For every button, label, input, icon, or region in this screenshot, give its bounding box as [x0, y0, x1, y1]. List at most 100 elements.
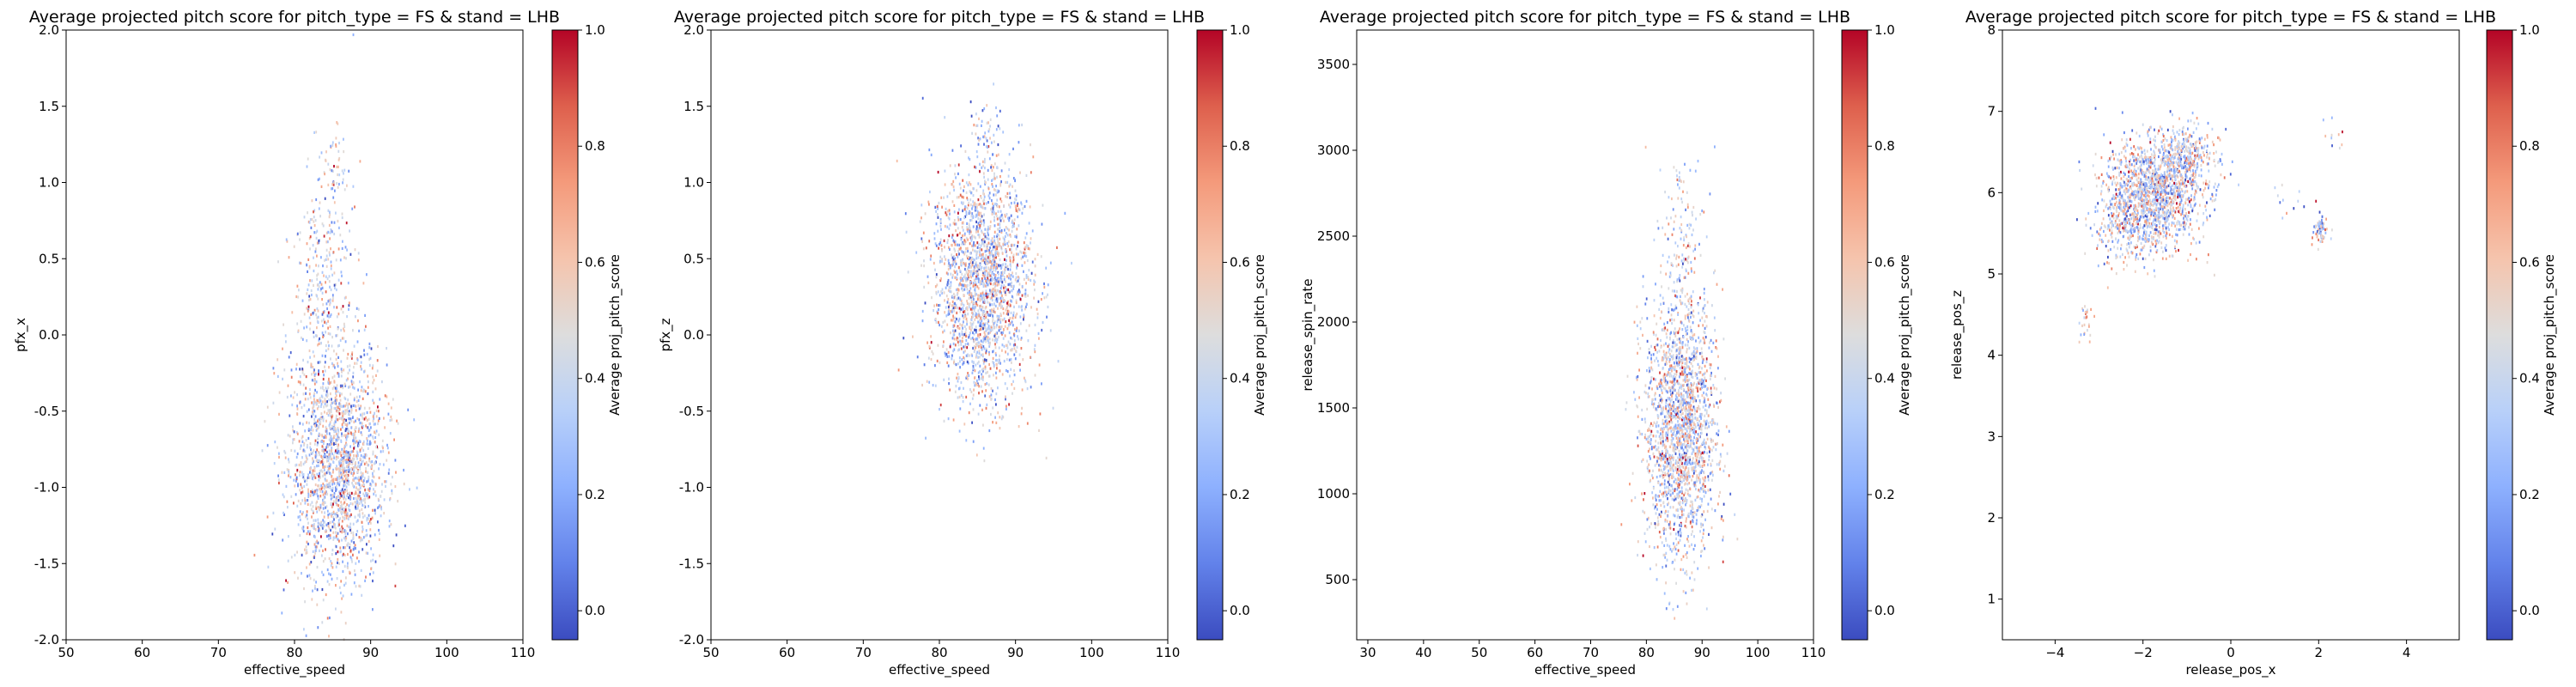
data-cell: [1005, 398, 1006, 401]
data-cell: [1703, 288, 1705, 291]
data-cell: [1010, 234, 1012, 238]
data-cell: [995, 263, 998, 266]
data-cell: [905, 230, 908, 234]
data-cell: [1004, 234, 1006, 239]
data-cell: [301, 499, 304, 502]
data-cell: [300, 382, 301, 386]
data-cell: [955, 288, 957, 292]
data-cell: [335, 584, 337, 587]
data-cell: [1660, 384, 1662, 387]
data-cell: [1004, 228, 1005, 232]
data-cell: [963, 252, 966, 256]
data-cell: [292, 396, 295, 399]
data-cell: [295, 455, 298, 459]
data-cell: [1005, 306, 1008, 309]
data-cell: [315, 264, 317, 267]
data-cell: [361, 530, 363, 533]
data-cell: [987, 370, 988, 374]
data-cell: [349, 445, 351, 448]
data-cell: [308, 422, 310, 425]
data-cell: [963, 303, 965, 307]
data-cell: [341, 370, 343, 374]
data-cell: [967, 377, 969, 380]
data-cell: [942, 331, 944, 334]
data-cell: [979, 299, 981, 302]
data-cell: [983, 459, 986, 463]
data-cell: [327, 459, 330, 462]
data-cell: [305, 634, 307, 637]
data-cell: [987, 237, 990, 240]
data-cell: [301, 406, 303, 410]
data-cell: [994, 264, 997, 267]
data-cell: [998, 346, 1000, 350]
data-cell: [969, 331, 971, 335]
data-cell: [357, 404, 360, 407]
data-cell: [336, 315, 338, 319]
data-cell: [299, 510, 301, 514]
data-cell: [982, 219, 985, 222]
data-cell: [287, 384, 289, 387]
data-cell: [1006, 264, 1009, 268]
data-cell: [343, 412, 345, 416]
data-cell: [997, 143, 999, 147]
data-cell: [1027, 339, 1030, 343]
data-cell: [1031, 229, 1034, 233]
data-cell: [328, 635, 330, 638]
data-cell: [300, 483, 302, 486]
data-cell: [964, 350, 966, 353]
data-cell: [989, 137, 991, 140]
data-cell: [389, 432, 392, 435]
data-cell: [975, 275, 977, 278]
data-cell: [1034, 289, 1036, 292]
data-cell: [343, 507, 345, 511]
data-cell: [306, 479, 308, 483]
data-cell: [353, 344, 355, 348]
data-cell: [363, 483, 365, 487]
data-cell: [335, 144, 337, 148]
data-cell: [321, 313, 324, 316]
data-cell: [330, 463, 331, 466]
data-cell: [943, 419, 945, 423]
data-cell: [951, 149, 954, 152]
data-cell: [978, 392, 980, 395]
data-cell: [1014, 179, 1016, 183]
data-cell: [968, 411, 970, 415]
data-cell: [336, 448, 338, 452]
data-cell: [982, 172, 985, 175]
data-cell: [316, 603, 319, 606]
data-cell: [358, 443, 361, 447]
data-cell: [295, 368, 297, 371]
data-cell: [332, 477, 335, 481]
data-cell: [337, 122, 339, 125]
data-cell: [313, 420, 316, 423]
data-cell: [999, 198, 1002, 201]
data-cell: [314, 528, 317, 532]
data-cell: [283, 449, 286, 453]
data-cell: [325, 150, 327, 154]
data-cell: [985, 137, 987, 140]
data-cell: [1011, 349, 1013, 352]
data-cell: [989, 225, 992, 228]
data-cell: [348, 514, 350, 518]
data-cell: [1690, 362, 1692, 365]
data-cell: [357, 258, 360, 262]
data-cell: [985, 291, 987, 295]
data-cell: [344, 404, 346, 408]
data-cell: [328, 572, 330, 575]
data-cell: [996, 217, 999, 221]
data-cell: [340, 374, 343, 378]
data-cell: [976, 383, 979, 386]
data-cell: [957, 340, 959, 344]
data-cell: [1704, 426, 1706, 429]
data-cell: [320, 487, 323, 490]
data-cell: [355, 430, 356, 434]
data-cell: [349, 494, 351, 497]
data-cell: [330, 404, 332, 407]
data-cell: [1015, 299, 1018, 302]
data-cell: [355, 454, 357, 458]
data-cell: [997, 297, 999, 301]
data-cell: [985, 310, 987, 313]
data-cell: [1000, 277, 1003, 281]
data-cell: [949, 388, 951, 392]
data-cell: [974, 288, 976, 292]
